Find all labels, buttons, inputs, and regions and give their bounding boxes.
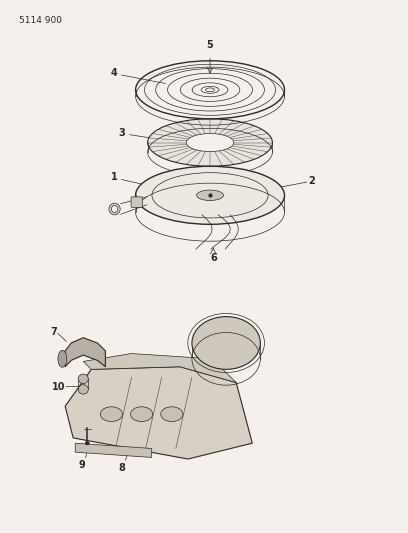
Ellipse shape bbox=[206, 88, 215, 92]
Ellipse shape bbox=[78, 374, 88, 384]
Text: 6: 6 bbox=[211, 253, 217, 263]
FancyBboxPatch shape bbox=[131, 197, 142, 207]
Ellipse shape bbox=[78, 385, 88, 394]
Text: 5114 900: 5114 900 bbox=[19, 16, 62, 25]
Ellipse shape bbox=[109, 203, 120, 215]
Ellipse shape bbox=[192, 317, 260, 369]
Ellipse shape bbox=[148, 119, 273, 166]
Text: 4: 4 bbox=[111, 68, 118, 78]
Text: 3: 3 bbox=[119, 128, 126, 138]
Text: 2: 2 bbox=[308, 176, 315, 186]
Ellipse shape bbox=[131, 407, 153, 422]
Polygon shape bbox=[65, 367, 252, 459]
Ellipse shape bbox=[161, 407, 183, 422]
Polygon shape bbox=[83, 353, 236, 383]
Ellipse shape bbox=[197, 190, 224, 200]
Ellipse shape bbox=[85, 442, 89, 445]
Text: 7: 7 bbox=[50, 327, 57, 337]
Ellipse shape bbox=[100, 407, 122, 422]
Ellipse shape bbox=[135, 166, 284, 224]
Text: 10: 10 bbox=[52, 382, 65, 392]
Ellipse shape bbox=[186, 134, 234, 151]
Text: 5: 5 bbox=[207, 41, 213, 50]
Ellipse shape bbox=[111, 206, 118, 213]
Ellipse shape bbox=[58, 350, 67, 367]
Polygon shape bbox=[65, 338, 105, 367]
Text: 1: 1 bbox=[111, 172, 118, 182]
Text: 9: 9 bbox=[78, 460, 85, 470]
Text: 8: 8 bbox=[118, 463, 125, 473]
Polygon shape bbox=[75, 443, 152, 457]
